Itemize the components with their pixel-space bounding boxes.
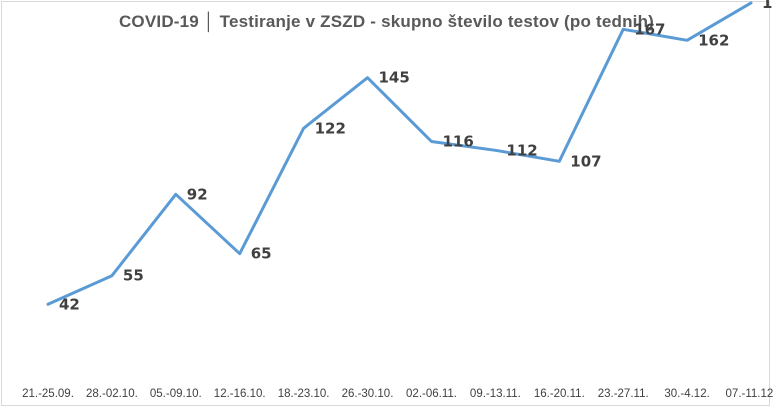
x-tick-label: 16.-20.11. [534,388,585,400]
data-label: 112 [506,141,537,159]
data-label: 65 [251,245,272,263]
x-tick-label: 28.-02.10. [86,388,138,400]
data-label: 122 [315,119,346,137]
data-label: 116 [443,133,474,151]
data-label: 162 [698,31,729,49]
x-tick-label: 23.-27.11. [598,388,649,400]
x-tick-label: 07.-11.12. [726,388,773,400]
x-tick-label: 09.-13.11. [470,388,521,400]
data-labels: 42 55 92 65 122 145 116 112 107 167 162 179 [59,0,773,313]
series-layer [46,1,753,306]
data-label: 92 [187,185,208,203]
chart-title: COVID-19 │ Testiranje v ZSZD - skupno št… [118,12,655,31]
data-label: 167 [634,20,665,38]
data-label: 107 [570,152,601,170]
x-tick-label: 26.-30.10. [342,388,394,400]
data-label: 42 [59,295,80,313]
data-label: 179 [762,0,773,12]
x-tick-label: 02.-06.11. [406,388,457,400]
x-tick-label: 18.-23.10. [278,388,330,400]
data-label: 55 [123,267,144,285]
x-tick-label: 21.-25.09. [22,388,74,400]
data-label: 145 [379,69,410,87]
x-tick-label: 05.-09.10. [150,388,202,400]
x-tick-label: 30.-4.12. [664,388,709,400]
x-axis-ticks: 21.-25.09. 28.-02.10. 05.-09.10. 12.-16.10.… [22,388,773,400]
x-tick-label: 12.-16.10. [214,388,266,400]
series-line [46,1,753,306]
